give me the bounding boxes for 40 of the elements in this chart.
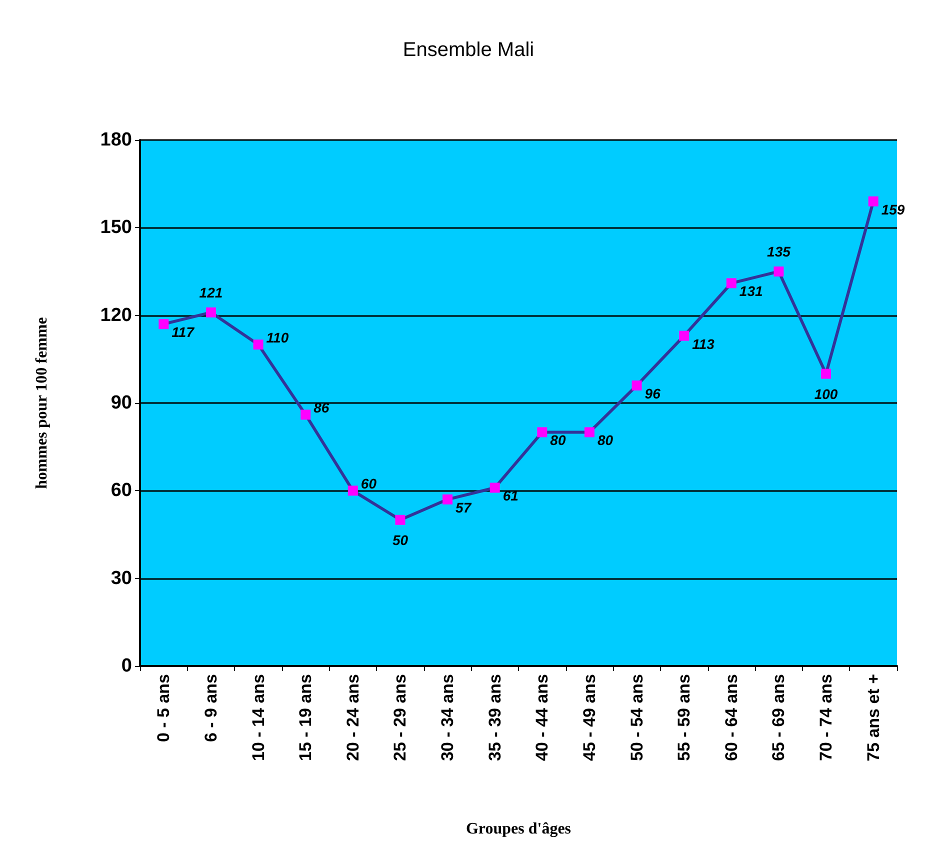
x-tick-label: 10 - 14 ans: [248, 674, 268, 761]
data-label: 100: [814, 386, 838, 402]
x-tick-label: 6 - 9 ans: [201, 674, 220, 742]
data-label: 57: [456, 499, 472, 516]
y-tick-label: 30: [110, 568, 132, 589]
y-tick-label: 120: [100, 304, 132, 326]
x-tick-label: 20 - 24 ans: [343, 674, 362, 761]
x-tick-label: 50 - 54 ans: [627, 674, 646, 761]
x-tick-label: 75 ans et +: [864, 674, 883, 762]
y-tick-label: 90: [110, 392, 132, 414]
data-label: 121: [199, 284, 223, 300]
y-tick-label: 150: [100, 217, 132, 238]
x-tick-label: 45 - 49 ans: [580, 674, 599, 761]
x-tick-label: 55 - 59 ans: [674, 674, 694, 761]
data-label: 117: [172, 324, 196, 340]
x-axis-title: Groupes d'âges: [466, 820, 572, 838]
x-tick-label: 25 - 29 ans: [390, 674, 410, 761]
data-label: 96: [644, 385, 661, 402]
y-axis-title: hommes pour 100 femme: [34, 317, 50, 489]
x-tick-label: 35 - 39 ans: [485, 674, 504, 761]
data-label: 80: [550, 432, 566, 448]
y-tick-label: 60: [110, 480, 132, 502]
chart-title: Ensemble Mali: [402, 39, 534, 61]
data-label: 61: [502, 488, 519, 504]
data-label: 50: [392, 532, 408, 548]
data-label: 135: [767, 244, 791, 260]
x-tick-label: 30 - 34 ans: [438, 674, 458, 761]
data-label: 80: [597, 432, 614, 448]
data-label: 131: [739, 283, 763, 300]
x-tick-label: 65 - 69 ans: [769, 674, 788, 761]
y-tick-label: 0: [121, 656, 132, 676]
data-label: 110: [266, 330, 289, 346]
y-tick-label: 180: [100, 130, 132, 150]
x-tick-label: 0 - 5 ans: [154, 674, 174, 742]
x-tick-label: 60 - 64 ans: [722, 674, 741, 761]
data-label: 113: [692, 336, 715, 352]
x-tick-label: 15 - 19 ans: [296, 674, 316, 761]
x-tick-label: 40 - 44 ans: [532, 674, 552, 761]
x-tick-label: 70 - 74 ans: [816, 674, 836, 761]
data-label: 60: [360, 476, 377, 492]
